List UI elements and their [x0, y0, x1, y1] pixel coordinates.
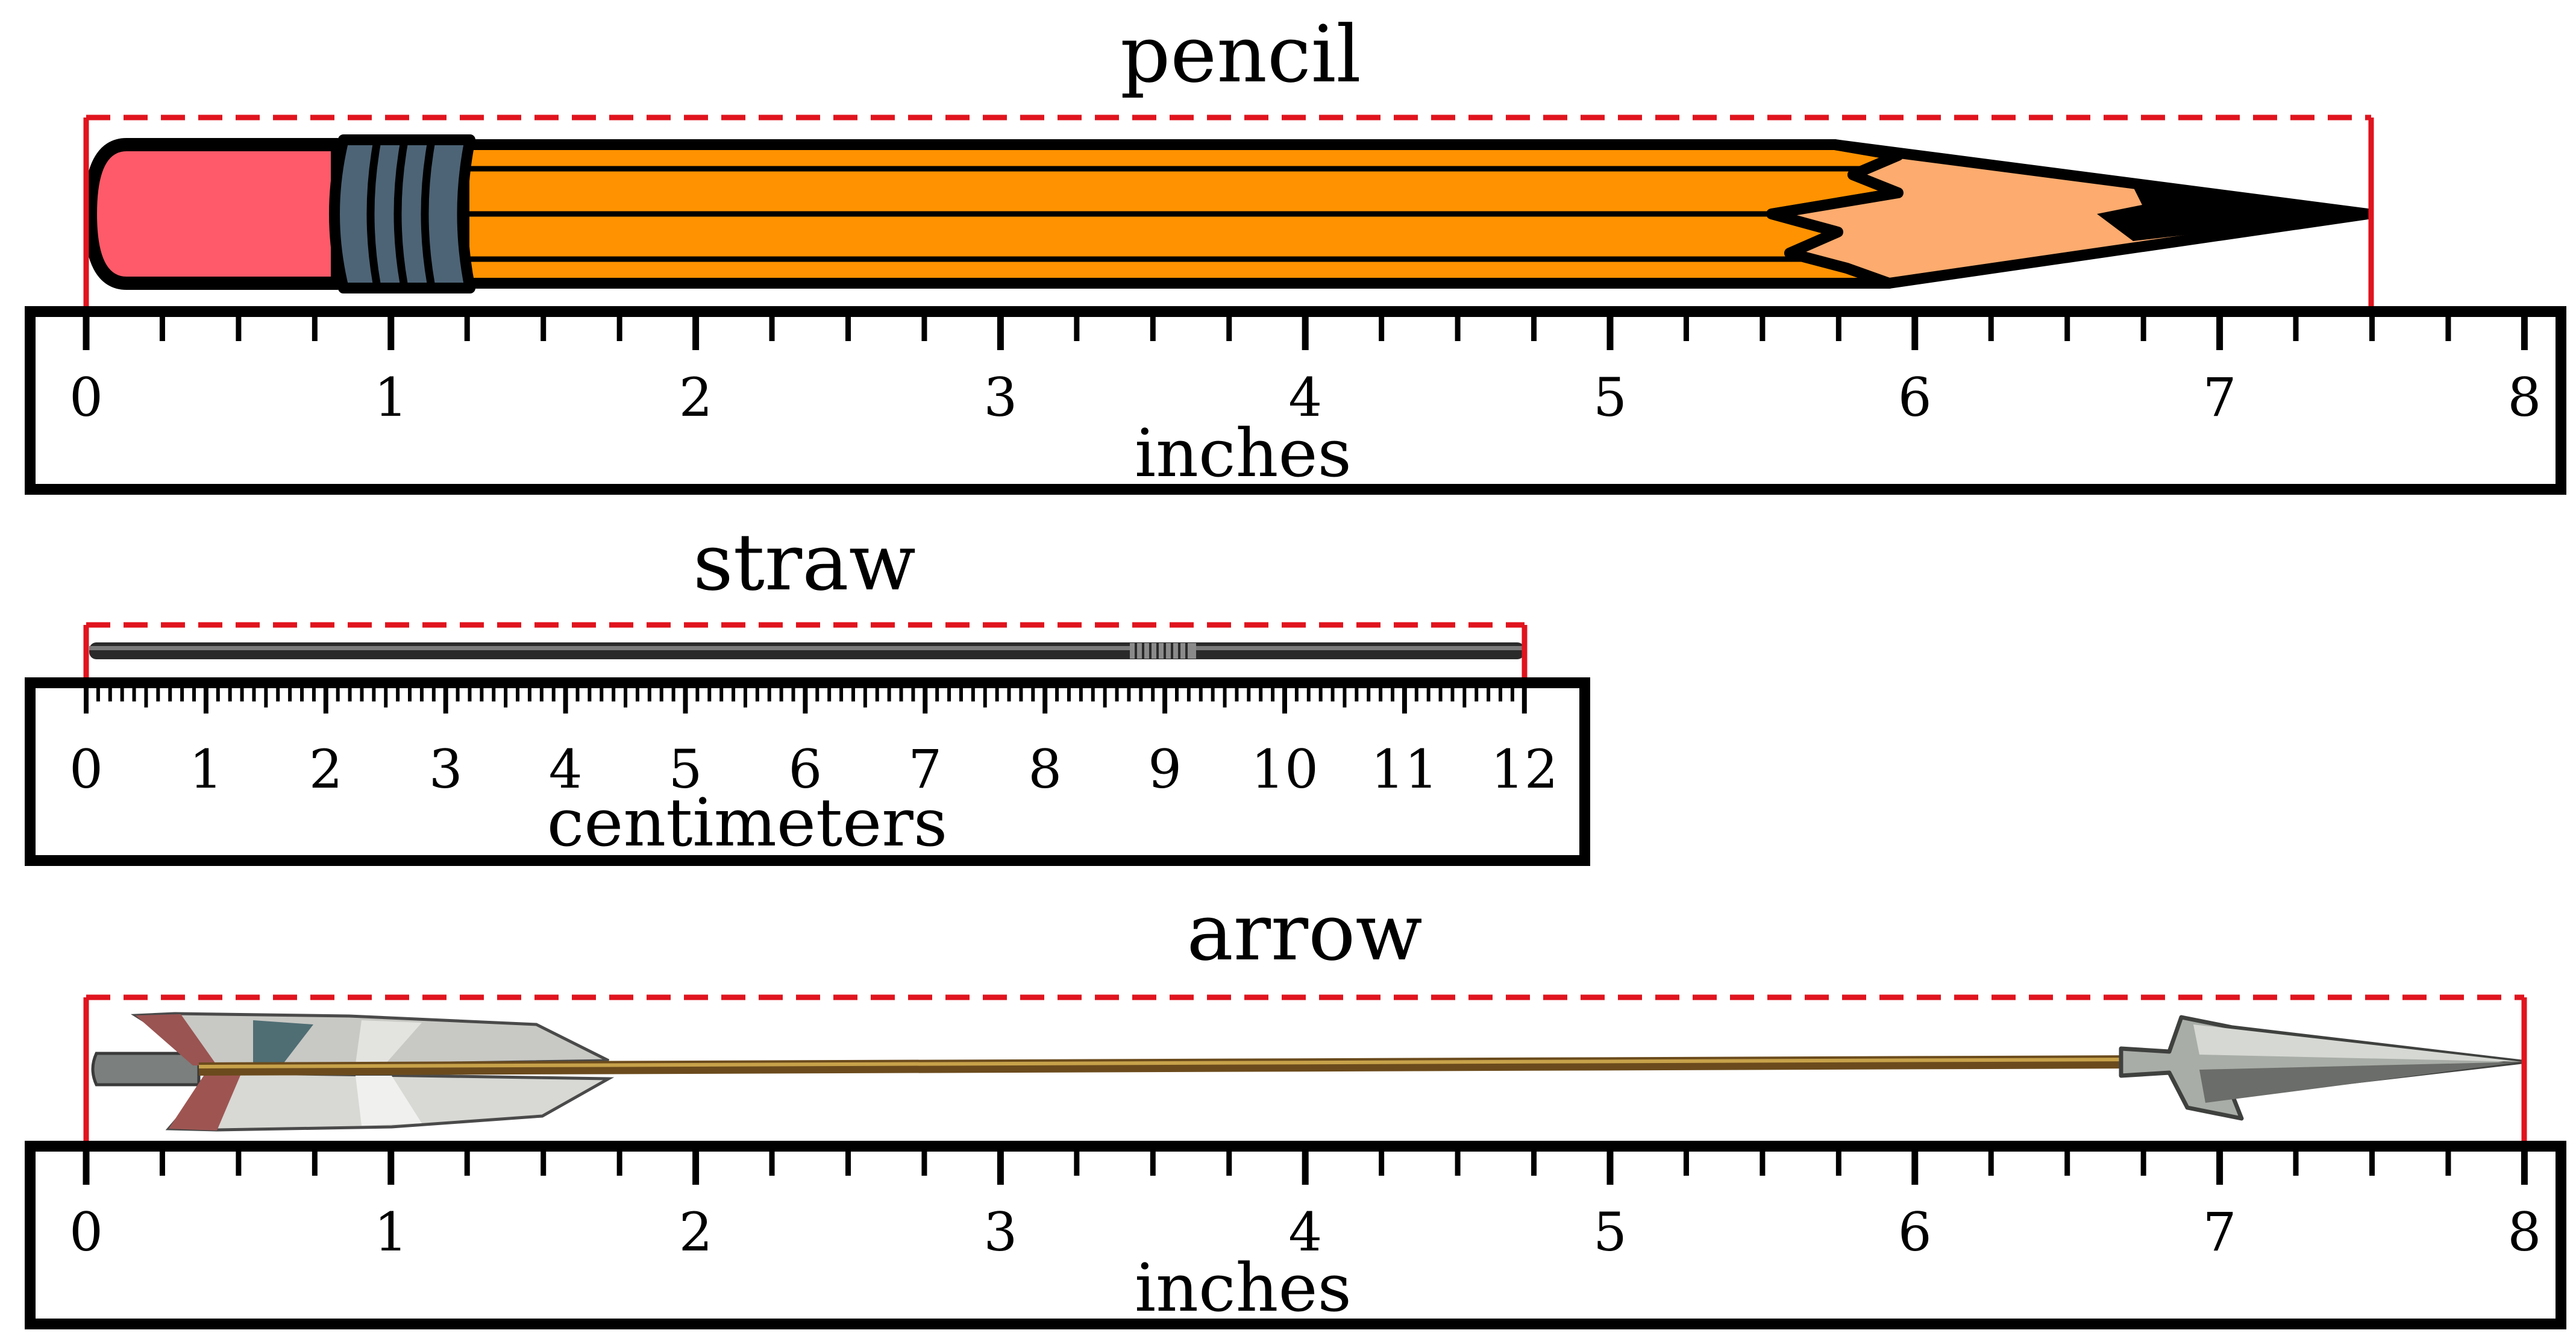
arrow-panel: arrow	[25, 886, 2566, 1329]
tick-label: 8	[2507, 366, 2541, 428]
inch-ruler: 0 1 2 3 4 5 6 7 8 inches	[25, 1141, 2566, 1329]
ruler-ticks	[83, 317, 2528, 350]
centimeter-ruler: 0 1 2 3 4 5 6 7 8 9 10 11 12 centimeters	[25, 677, 1590, 866]
ruler-tick-labels: 0 1 2 3 4 5 6 7 8	[69, 366, 2541, 428]
tick-label: 2	[679, 1201, 713, 1263]
tick-label: 10	[1251, 738, 1318, 800]
tick-label: 7	[2203, 1201, 2237, 1263]
ruler-body	[25, 1141, 2566, 1329]
pencil-icon	[84, 134, 2374, 293]
arrow-title: arrow	[1186, 886, 1422, 978]
straw-title: straw	[693, 516, 916, 608]
tick-label: 11	[1371, 738, 1438, 800]
unit-label: inches	[1135, 415, 1352, 492]
tick-label: 1	[374, 366, 408, 428]
tick-label: 5	[1593, 1201, 1627, 1263]
ruler-tick-labels: 0 1 2 3 4 5 6 7 8	[69, 1201, 2541, 1263]
arrow-measure-bracket	[83, 994, 2527, 1147]
tick-label: 3	[429, 738, 463, 800]
tick-label: 1	[374, 1201, 408, 1263]
tick-label: 0	[69, 1201, 103, 1263]
tick-label: 6	[1898, 1201, 1932, 1263]
tick-label: 7	[2203, 366, 2237, 428]
arrow-icon	[91, 1012, 2524, 1132]
ruler-ticks	[83, 1152, 2528, 1185]
tick-label: 1	[189, 738, 223, 800]
pencil-panel: pencil	[25, 8, 2566, 495]
tick-label: 5	[669, 738, 703, 800]
tick-label: 8	[1028, 738, 1062, 800]
straw-icon	[89, 642, 1525, 659]
tick-label: 9	[1148, 738, 1182, 800]
tick-label: 2	[309, 738, 343, 800]
tick-label: 0	[69, 366, 103, 428]
ruler-body	[25, 306, 2566, 495]
ruler-tick-labels: 0 1 2 3 4 5 6 7 8 9 10 11 12	[69, 738, 1558, 800]
unit-label: centimeters	[547, 784, 948, 861]
tick-label: 4	[549, 738, 583, 800]
tick-label: 7	[908, 738, 942, 800]
tick-label: 6	[788, 738, 822, 800]
ruler-ticks	[84, 688, 1527, 714]
tick-label: 2	[679, 366, 713, 428]
tick-label: 8	[2507, 1201, 2541, 1263]
tick-label: 6	[1898, 366, 1932, 428]
tick-label: 0	[69, 738, 103, 800]
tick-label: 4	[1288, 366, 1322, 428]
pencil-measure-bracket	[83, 114, 2374, 309]
inch-ruler: 0 1 2 3 4 5 6 7 8 inches	[25, 306, 2566, 495]
pencil-title: pencil	[1120, 8, 1361, 100]
straw-measure-bracket	[83, 622, 1528, 680]
unit-label: inches	[1135, 1249, 1352, 1326]
tick-label: 3	[983, 366, 1017, 428]
tick-label: 4	[1288, 1201, 1322, 1263]
tick-label: 12	[1491, 738, 1558, 800]
tick-label: 5	[1593, 366, 1627, 428]
tick-label: 3	[983, 1201, 1017, 1263]
